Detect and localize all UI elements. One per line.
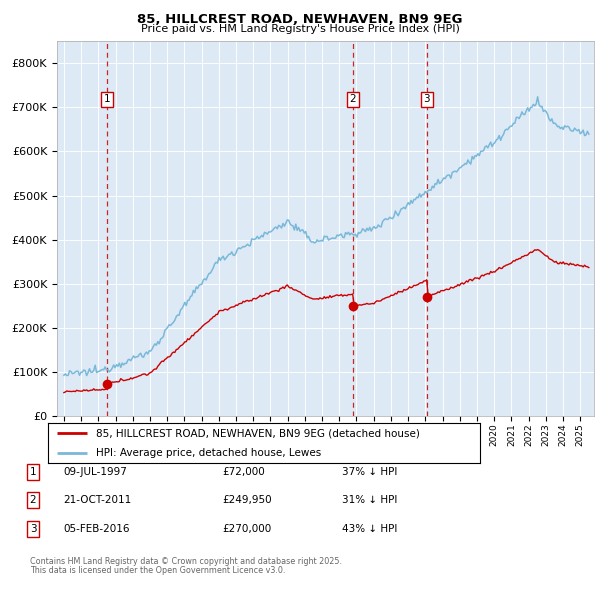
Text: Price paid vs. HM Land Registry's House Price Index (HPI): Price paid vs. HM Land Registry's House … [140, 24, 460, 34]
Text: 85, HILLCREST ROAD, NEWHAVEN, BN9 9EG: 85, HILLCREST ROAD, NEWHAVEN, BN9 9EG [137, 13, 463, 26]
Text: 31% ↓ HPI: 31% ↓ HPI [342, 496, 397, 505]
Text: 2: 2 [350, 94, 356, 104]
Text: 3: 3 [424, 94, 430, 104]
Text: 1: 1 [29, 467, 37, 477]
Text: 43% ↓ HPI: 43% ↓ HPI [342, 524, 397, 533]
Text: 1: 1 [104, 94, 110, 104]
Text: HPI: Average price, detached house, Lewes: HPI: Average price, detached house, Lewe… [95, 448, 321, 458]
Text: 85, HILLCREST ROAD, NEWHAVEN, BN9 9EG (detached house): 85, HILLCREST ROAD, NEWHAVEN, BN9 9EG (d… [95, 428, 419, 438]
Text: 2: 2 [29, 496, 37, 505]
Text: This data is licensed under the Open Government Licence v3.0.: This data is licensed under the Open Gov… [30, 566, 286, 575]
Text: Contains HM Land Registry data © Crown copyright and database right 2025.: Contains HM Land Registry data © Crown c… [30, 558, 342, 566]
Text: 37% ↓ HPI: 37% ↓ HPI [342, 467, 397, 477]
Text: 09-JUL-1997: 09-JUL-1997 [63, 467, 127, 477]
Text: £270,000: £270,000 [222, 524, 271, 533]
Text: 21-OCT-2011: 21-OCT-2011 [63, 496, 131, 505]
Text: £72,000: £72,000 [222, 467, 265, 477]
Text: 3: 3 [29, 524, 37, 533]
Text: £249,950: £249,950 [222, 496, 272, 505]
Text: 05-FEB-2016: 05-FEB-2016 [63, 524, 130, 533]
